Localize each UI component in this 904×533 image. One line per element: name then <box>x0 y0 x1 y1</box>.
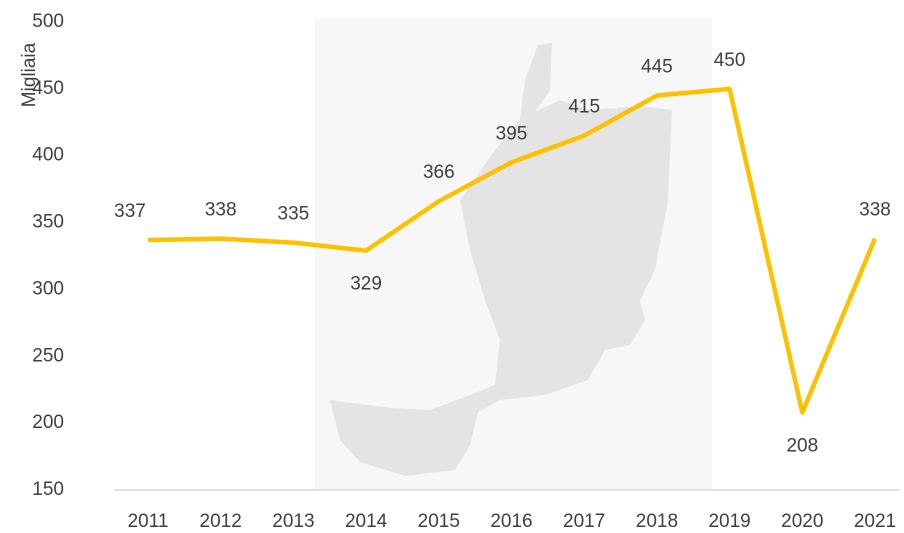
y-axis-title: Migliaia <box>19 42 40 107</box>
y-tick-label: 500 <box>32 11 64 32</box>
x-tick-label: 2018 <box>636 511 678 532</box>
data-label: 366 <box>423 162 455 183</box>
x-tick-label: 2021 <box>854 511 896 532</box>
y-tick-label: 300 <box>32 278 64 299</box>
y-tick-label: 350 <box>32 212 64 233</box>
y-tick-label: 200 <box>32 412 64 433</box>
x-tick-label: 2020 <box>781 511 823 532</box>
data-label: 337 <box>114 201 146 222</box>
data-label: 335 <box>278 204 310 225</box>
y-tick-label: 150 <box>32 479 64 500</box>
x-tick-label: 2011 <box>128 511 169 532</box>
data-label: 208 <box>786 435 818 456</box>
x-tick-label: 2016 <box>490 511 532 532</box>
x-tick-label: 2015 <box>418 511 460 532</box>
y-tick-label: 400 <box>32 145 64 166</box>
x-tick-label: 2017 <box>563 511 605 532</box>
data-label: 338 <box>205 200 237 221</box>
data-line <box>147 86 878 415</box>
x-tick-label: 2012 <box>200 511 242 532</box>
map-shape <box>330 43 672 476</box>
y-tick-label: 250 <box>32 345 64 366</box>
data-label: 450 <box>714 50 746 71</box>
data-label: 445 <box>641 57 673 78</box>
data-label: 395 <box>496 123 528 144</box>
data-label: 329 <box>350 274 382 295</box>
data-label: 338 <box>859 200 891 221</box>
data-label: 415 <box>568 97 600 118</box>
y-tick-label: 450 <box>32 78 64 99</box>
x-tick-label: 2019 <box>708 511 750 532</box>
x-tick-label: 2013 <box>272 511 314 532</box>
x-tick-label: 2014 <box>345 511 388 532</box>
